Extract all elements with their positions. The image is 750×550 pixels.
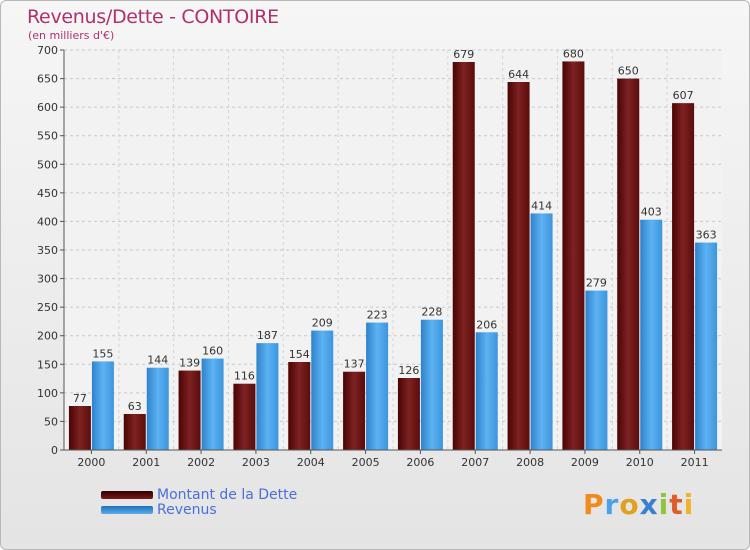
x-tick-label: 2002	[187, 456, 215, 469]
bar-revenus-2009	[585, 290, 608, 450]
bar-dette-2006	[397, 378, 420, 450]
logo-letter: i	[683, 488, 695, 521]
chart-subtitle: (en milliers d'€)	[28, 29, 115, 42]
y-tick-label: 350	[37, 244, 58, 257]
data-label-dette-2005: 137	[344, 358, 365, 371]
legend-item-dette: Montant de la Dette	[101, 486, 298, 503]
data-label-dette-2009: 680	[563, 47, 584, 60]
bar-dette-2001	[123, 414, 146, 450]
x-tick-label: 2004	[297, 456, 325, 469]
data-label-dette-2007: 679	[453, 48, 474, 61]
y-tick-label: 50	[44, 415, 58, 428]
bar-dette-2009	[562, 61, 585, 451]
bar-revenus-2001	[146, 367, 169, 450]
bar-revenus-2007	[475, 332, 498, 450]
bar-dette-2004	[288, 362, 311, 450]
bar-revenus-2004	[311, 330, 334, 450]
y-tick-label: 300	[37, 273, 58, 286]
data-label-revenus-2000: 155	[92, 347, 113, 360]
bar-revenus-2008	[530, 213, 553, 450]
y-tick-label: 200	[37, 330, 58, 343]
x-tick-label: 2001	[132, 456, 160, 469]
data-label-dette-2008: 644	[508, 68, 529, 81]
bar-dette-2000	[68, 406, 91, 450]
logo-letter: t	[669, 488, 684, 521]
y-tick-label: 600	[37, 101, 58, 114]
data-label-revenus-2005: 223	[367, 309, 388, 322]
bar-revenus-2000	[91, 361, 114, 450]
data-label-dette-2000: 77	[73, 392, 87, 405]
logo-letter: o	[619, 488, 640, 521]
bar-dette-2010	[617, 78, 640, 451]
data-label-revenus-2002: 160	[202, 345, 223, 358]
logo-letter: i	[658, 488, 670, 521]
data-label-dette-2006: 126	[398, 364, 419, 377]
data-label-revenus-2003: 187	[257, 329, 278, 342]
data-label-dette-2011: 607	[673, 89, 694, 102]
bar-revenus-2011	[695, 242, 718, 450]
legend-label-dette: Montant de la Dette	[157, 486, 298, 503]
legend: Montant de la Dette Revenus	[101, 486, 298, 518]
legend-swatch-dette	[101, 490, 153, 499]
data-label-dette-2004: 154	[289, 348, 310, 361]
x-tick-label: 2006	[406, 456, 434, 469]
bar-revenus-2003	[256, 343, 279, 450]
logo-letter: x	[639, 488, 659, 521]
data-label-revenus-2009: 279	[586, 277, 607, 290]
data-label-dette-2010: 650	[618, 65, 639, 78]
x-tick-label: 2009	[571, 456, 599, 469]
bar-dette-2003	[233, 383, 256, 450]
y-tick-label: 450	[37, 187, 58, 200]
x-tick-label: 2005	[352, 456, 380, 469]
logo-letter: r	[604, 488, 620, 521]
bar-dette-2008	[507, 82, 530, 450]
y-tick-label: 550	[37, 130, 58, 143]
legend-swatch-revenus	[101, 505, 153, 514]
legend-item-revenus: Revenus	[101, 501, 297, 518]
bar-revenus-2002	[201, 358, 224, 450]
y-tick-label: 400	[37, 215, 58, 228]
y-tick-label: 500	[37, 158, 58, 171]
x-tick-label: 2007	[461, 456, 489, 469]
data-label-revenus-2011: 363	[696, 229, 717, 242]
data-label-dette-2002: 139	[179, 357, 200, 370]
bar-revenus-2006	[420, 319, 443, 450]
y-tick-label: 250	[37, 301, 58, 314]
y-tick-label: 650	[37, 73, 58, 86]
bar-dette-2007	[452, 62, 475, 450]
bar-revenus-2010	[640, 219, 663, 450]
y-tick-label: 150	[37, 358, 58, 371]
logo-letter: P	[583, 488, 605, 521]
x-tick-label: 2008	[516, 456, 544, 469]
data-label-revenus-2010: 403	[641, 206, 662, 219]
data-label-revenus-2007: 206	[476, 318, 497, 331]
x-tick-label: 2000	[77, 456, 105, 469]
data-label-dette-2001: 63	[128, 400, 142, 413]
bar-dette-2002	[178, 370, 201, 450]
bar-dette-2011	[672, 103, 695, 451]
y-tick-label: 0	[51, 444, 58, 457]
x-tick-label: 2010	[626, 456, 654, 469]
y-tick-label: 700	[37, 44, 58, 57]
data-label-dette-2003: 116	[234, 370, 255, 383]
legend-label-revenus: Revenus	[157, 501, 217, 518]
y-tick-label: 100	[37, 387, 58, 400]
x-tick-label: 2003	[242, 456, 270, 469]
proxiti-logo: Proxiti	[583, 488, 694, 521]
data-label-revenus-2004: 209	[312, 317, 333, 330]
data-label-revenus-2001: 144	[147, 354, 168, 367]
data-label-revenus-2006: 228	[421, 306, 442, 319]
x-tick-label: 2011	[681, 456, 709, 469]
bar-revenus-2005	[366, 322, 389, 450]
chart-title: Revenus/Dette - CONTOIRE	[27, 6, 279, 28]
data-label-revenus-2008: 414	[531, 199, 552, 212]
bar-dette-2005	[343, 371, 366, 450]
